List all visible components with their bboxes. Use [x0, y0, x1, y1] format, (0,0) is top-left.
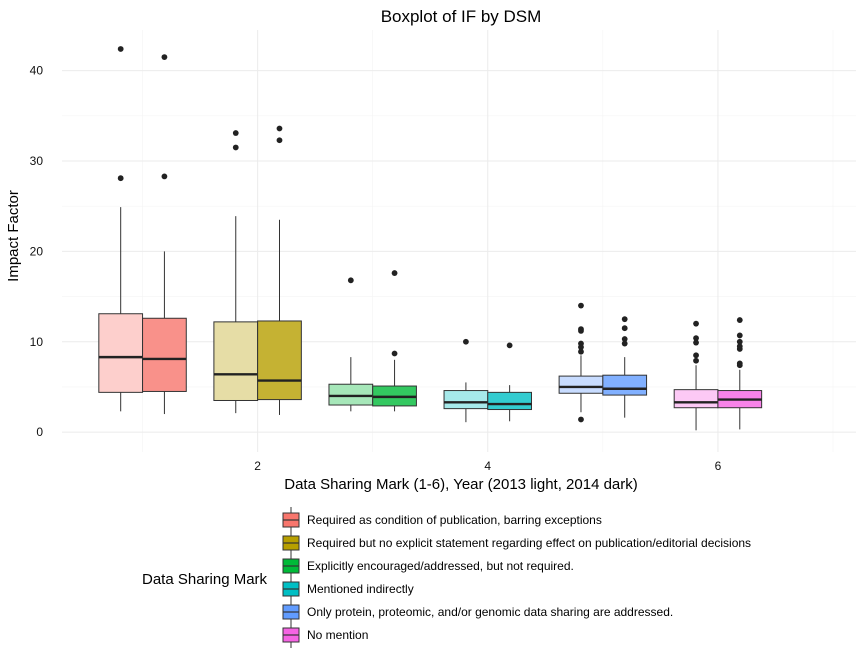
- outlier-point: [161, 173, 168, 180]
- x-axis-ticks: 2 4 6: [254, 459, 721, 473]
- legend-label: Explicitly encouraged/addressed, but not…: [307, 559, 574, 573]
- outlier-point: [736, 317, 743, 323]
- legend-label: Only protein, proteomic, and/or genomic …: [307, 605, 673, 619]
- legend-label: Mentioned indirectly: [307, 582, 414, 596]
- y-tick-label: 10: [30, 335, 44, 349]
- box-group-4-2013: [443, 338, 489, 423]
- outlier-point: [391, 270, 398, 276]
- box-group-3-2013: [328, 277, 374, 412]
- outlier-point: [693, 339, 699, 346]
- outlier-point: [736, 332, 743, 339]
- x-axis-title: Data Sharing Mark (1-6), Year (2013 ligh…: [284, 476, 638, 493]
- y-tick-label: 30: [30, 154, 44, 168]
- outlier-point: [117, 46, 124, 52]
- legend-label: Required as condition of publication, ba…: [307, 513, 602, 527]
- outlier-point: [117, 175, 124, 182]
- box: [602, 374, 648, 396]
- y-axis-title: Impact Factor: [5, 190, 22, 282]
- box-group-6-2013: [673, 320, 719, 431]
- outlier-point: [578, 340, 584, 347]
- box: [98, 313, 144, 393]
- y-tick-label: 0: [36, 425, 43, 439]
- legend-title: Data Sharing Mark: [142, 571, 268, 588]
- y-tick-label: 20: [30, 244, 44, 258]
- box: [443, 390, 489, 410]
- outlier-point: [391, 350, 398, 357]
- outlier-point: [578, 348, 584, 355]
- box-group-6-2014: [717, 317, 763, 430]
- box: [558, 375, 604, 394]
- box: [487, 391, 532, 411]
- legend: Required as condition of publication, ba…: [282, 507, 751, 648]
- outlier-point: [693, 320, 699, 327]
- outlier-point: [736, 360, 743, 367]
- outlier-point: [693, 352, 699, 359]
- outlier-point: [463, 338, 469, 345]
- outlier-point: [347, 277, 354, 284]
- outlier-point: [693, 357, 699, 364]
- box-group-2-2014: [257, 125, 302, 415]
- box-group-5-2013: [558, 302, 604, 423]
- outlier-point: [621, 316, 628, 323]
- outlier-point: [693, 335, 699, 342]
- box-group-2-2013: [213, 130, 259, 414]
- boxes: [98, 46, 763, 431]
- x-tick-label: 2: [254, 459, 261, 473]
- box-group-4-2014: [487, 342, 532, 422]
- outlier-point: [578, 326, 584, 333]
- x-tick-label: 4: [484, 459, 491, 473]
- outlier-point: [736, 343, 743, 350]
- outlier-point: [161, 54, 168, 61]
- outlier-point: [621, 340, 628, 347]
- legend-label: No mention: [307, 628, 368, 642]
- outlier-point: [621, 336, 628, 342]
- box-group-3-2014: [372, 270, 417, 412]
- box-group-1-2013: [98, 46, 144, 412]
- chart-title: Boxplot of IF by DSM: [381, 7, 542, 26]
- outlier-point: [232, 144, 239, 151]
- outlier-point: [736, 338, 743, 345]
- outlier-point: [276, 137, 283, 144]
- x-tick-label: 6: [715, 459, 722, 473]
- y-tick-label: 40: [30, 64, 44, 78]
- legend-label: Required but no explicit statement regar…: [307, 536, 751, 550]
- outlier-point: [276, 125, 283, 132]
- y-axis-ticks: 0 10 20 30 40: [30, 64, 44, 439]
- outlier-point: [506, 342, 513, 349]
- box: [213, 321, 259, 401]
- box-group-1-2014: [142, 54, 187, 415]
- box: [142, 317, 187, 392]
- box-group-5-2014: [602, 316, 648, 418]
- box: [257, 320, 302, 401]
- outlier-point: [578, 416, 584, 423]
- outlier-point: [621, 325, 628, 332]
- outlier-point: [232, 130, 239, 136]
- outlier-point: [578, 302, 584, 309]
- box: [328, 383, 374, 406]
- box: [673, 389, 719, 409]
